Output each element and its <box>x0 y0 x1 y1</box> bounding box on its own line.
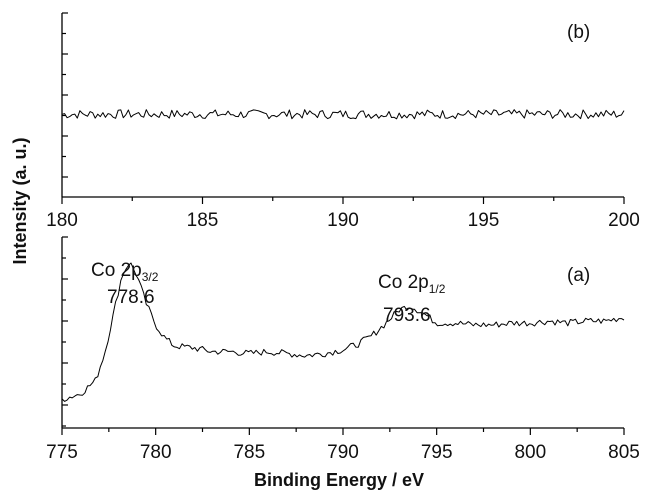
panel-b-y-ticks <box>62 12 68 178</box>
x-tick-label: 185 <box>187 210 219 231</box>
x-tick-label: 785 <box>233 442 265 463</box>
x-tick-label: 775 <box>46 442 78 463</box>
peak-2-name: Co 2p <box>378 272 429 293</box>
x-tick-label: 790 <box>327 442 359 463</box>
peak-1-subscript: 3/2 <box>142 270 159 284</box>
x-tick-label: 180 <box>46 210 78 231</box>
panel-a-label: (a) <box>567 265 590 286</box>
panel-a-y-ticks <box>62 236 68 427</box>
x-tick-label: 190 <box>327 210 359 231</box>
panel-a: 775 780 785 790 795 800 805 (a) Co 2p3/2 778.6… <box>46 236 640 463</box>
panel-a-x-tick-labels: 775 780 785 790 795 800 805 <box>46 442 640 463</box>
panel-b-x-ticks <box>61 197 625 204</box>
x-tick-label: 200 <box>608 210 640 231</box>
peak-1-label: Co 2p3/2 <box>91 260 159 284</box>
x-tick-label: 805 <box>608 442 640 463</box>
peak-2-label: Co 2p1/2 <box>378 272 446 296</box>
peak-1-value: 778.6 <box>107 287 155 308</box>
x-axis-title: Binding Energy / eV <box>254 470 424 490</box>
peak-1-name: Co 2p <box>91 260 142 281</box>
x-tick-label: 780 <box>140 442 172 463</box>
panel-b-label: (b) <box>567 22 590 43</box>
panel-b-x-tick-labels: 180 185 190 195 200 <box>46 210 640 231</box>
panel-b: 180 185 190 195 200 (b) <box>46 12 640 231</box>
panel-a-series-line <box>61 262 625 402</box>
x-tick-label: 795 <box>421 442 453 463</box>
panel-a-x-ticks <box>61 428 625 435</box>
panel-b-series-line <box>61 109 625 120</box>
x-tick-label: 195 <box>468 210 500 231</box>
y-axis-title: Intensity (a. u.) <box>10 137 30 264</box>
peak-2-subscript: 1/2 <box>429 282 446 296</box>
x-tick-label: 800 <box>514 442 546 463</box>
peak-2-value: 793.6 <box>383 305 431 326</box>
